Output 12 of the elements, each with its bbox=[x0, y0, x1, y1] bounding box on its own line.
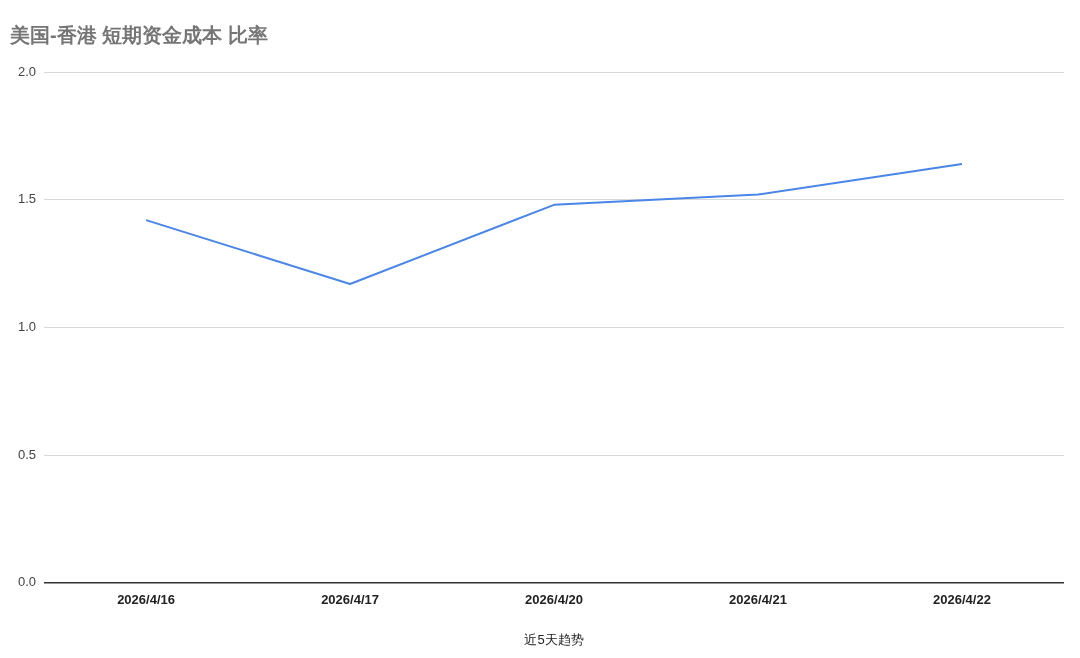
y-tick-label: 0.0 bbox=[17, 574, 37, 590]
y-tick-label: 1.0 bbox=[17, 318, 37, 334]
x-tick-label: 2026/4/22 bbox=[933, 592, 991, 608]
x-tick-label: 2026/4/17 bbox=[321, 592, 379, 608]
y-tick-label: 1.5 bbox=[17, 191, 37, 207]
x-axis-title: 近5天趋势 bbox=[524, 631, 584, 647]
x-tick-label: 2026/4/21 bbox=[729, 592, 787, 608]
x-tick-label: 2026/4/20 bbox=[525, 592, 583, 608]
x-tick-label: 2026/4/16 bbox=[117, 592, 175, 608]
y-tick-label: 0.5 bbox=[17, 446, 37, 462]
chart-title: 美国-香港 短期资金成本 比率 bbox=[9, 23, 268, 46]
y-tick-label: 2.0 bbox=[17, 63, 37, 79]
